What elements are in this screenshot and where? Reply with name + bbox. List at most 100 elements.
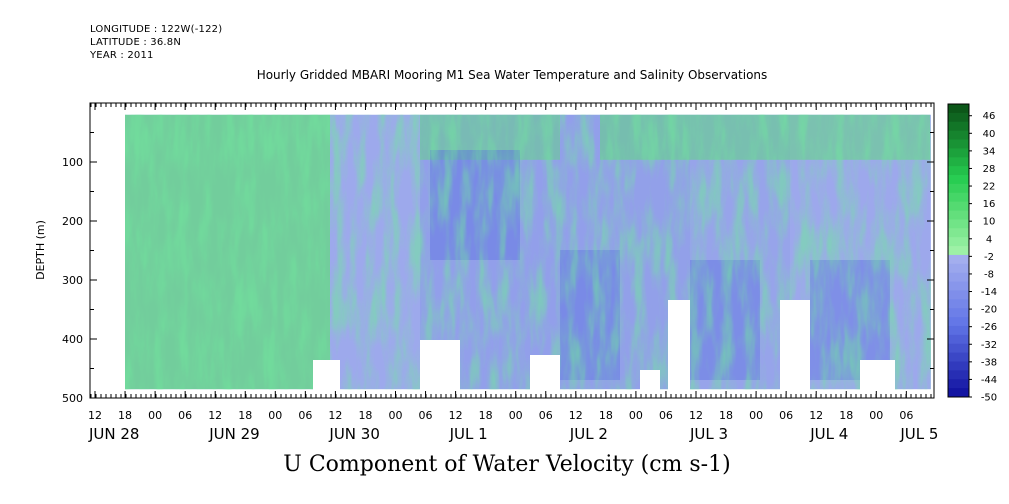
x-tick-label: 18 <box>479 409 493 422</box>
colorbar-label: 4 <box>986 234 992 245</box>
colorbar-segment <box>948 263 969 274</box>
colorbar-segment <box>948 121 969 132</box>
colorbar-segment <box>948 157 969 167</box>
x-tick-labels: 12 18 00 06 12 18 00 06 12 18 00 06 12 18 00 06 12 18 00 06… <box>88 409 913 422</box>
x-date-label: JUN 28 <box>88 425 139 443</box>
x-tick-label: 12 <box>208 409 222 422</box>
x-date-label: JUL 1 <box>449 425 488 443</box>
y-tick-label: 400 <box>62 333 83 346</box>
colorbar-segment <box>948 379 969 389</box>
y-tick-label: 100 <box>62 156 83 169</box>
colorbar-segment <box>948 352 969 362</box>
colorbar-label: 40 <box>983 129 996 140</box>
colorbar-segment <box>948 388 969 398</box>
colorbar-segment <box>948 281 969 291</box>
x-tick-label: 00 <box>869 409 883 422</box>
x-tick-label: 06 <box>779 409 793 422</box>
colorbar-segment <box>948 272 969 283</box>
x-tick-label: 12 <box>569 409 583 422</box>
x-tick-label: 00 <box>749 409 763 422</box>
colorbar-segment <box>948 219 969 229</box>
colorbar-label: -50 <box>981 393 997 404</box>
colorbar-label: 16 <box>983 199 996 210</box>
heatmap-texture <box>125 114 931 390</box>
variable-label: U Component of Water Velocity (cm s-1) <box>283 452 731 477</box>
x-tick-label: 00 <box>509 409 523 422</box>
missing-gap-2 <box>530 355 560 391</box>
x-tick-label: 18 <box>839 409 853 422</box>
colorbar-label: -32 <box>981 340 997 351</box>
x-tick-label: 18 <box>118 409 132 422</box>
missing-data-layer <box>313 300 895 391</box>
x-tick-label: 06 <box>298 409 312 422</box>
x-tick-label: 18 <box>238 409 252 422</box>
colorbar-label: -14 <box>981 287 997 298</box>
missing-gap-4 <box>668 300 690 391</box>
colorbar: 46 40 34 28 22 16 10 4 -2 -8 -14 -20 -26 -32 -38 -44 -50 <box>947 103 997 404</box>
colorbar-label: -38 <box>981 357 997 368</box>
year-label: YEAR : 2011 <box>90 50 154 61</box>
colorbar-segment <box>948 166 969 176</box>
longitude-label: LONGITUDE : 122W(-122) <box>90 24 223 35</box>
colorbar-segment <box>948 343 969 354</box>
heat-layer <box>125 114 931 390</box>
colorbar-segment <box>948 325 969 336</box>
x-date-label: JUN 29 <box>208 425 259 443</box>
x-tick-label: 00 <box>389 409 403 422</box>
x-date-labels: JUN 28 JUN 29 JUN 30 JUL 1 JUL 2 JUL 3 JUL 4 JU… <box>88 425 938 443</box>
colorbar-segment <box>948 210 969 220</box>
colorbar-label: 10 <box>983 217 996 228</box>
colorbar-label: -8 <box>984 269 994 280</box>
colorbar-segment <box>948 254 969 265</box>
x-tick-label: 18 <box>358 409 372 422</box>
y-tick-label: 300 <box>62 274 83 287</box>
x-date-label: JUL 5 <box>899 425 938 443</box>
x-tick-label: 06 <box>659 409 673 422</box>
x-tick-label: 06 <box>899 409 913 422</box>
colorbar-segment <box>948 112 969 123</box>
colorbar-segment <box>948 370 969 380</box>
x-date-label: JUL 3 <box>689 425 728 443</box>
axis-layer <box>90 102 934 399</box>
colorbar-segment <box>948 334 969 345</box>
x-tick-label: 06 <box>178 409 192 422</box>
colorbar-segment <box>948 317 969 327</box>
colorbar-segment <box>948 183 969 194</box>
colorbar-segment <box>948 148 969 158</box>
x-tick-label: 12 <box>689 409 703 422</box>
y-tick-labels: 100 200 300 400 500 <box>62 156 83 405</box>
x-tick-label: 12 <box>88 409 102 422</box>
y-tick-label: 500 <box>62 392 83 405</box>
colorbar-label: -20 <box>981 305 997 316</box>
x-tick-label: 06 <box>539 409 553 422</box>
colorbar-label: -26 <box>981 322 997 333</box>
colorbar-frame <box>947 103 970 398</box>
y-tick-label: 200 <box>62 215 83 228</box>
colorbar-segment <box>948 201 969 212</box>
colorbar-segment <box>948 228 969 238</box>
colorbar-label: 34 <box>983 146 996 157</box>
x-date-label: JUL 4 <box>809 425 848 443</box>
colorbar-label: 28 <box>983 164 996 175</box>
colorbar-label: 22 <box>983 182 996 193</box>
colorbar-segment <box>948 361 969 371</box>
missing-gap-0 <box>313 360 340 391</box>
x-tick-label: 12 <box>809 409 823 422</box>
colorbar-segment <box>948 237 969 247</box>
x-tick-label: 06 <box>419 409 433 422</box>
missing-gap-3 <box>640 370 660 391</box>
colorbar-segment <box>948 246 969 256</box>
missing-gap-1 <box>420 340 460 391</box>
x-tick-label: 12 <box>328 409 342 422</box>
x-date-label: JUL 2 <box>569 425 608 443</box>
x-tick-label: 00 <box>629 409 643 422</box>
x-date-label: JUN 30 <box>328 425 379 443</box>
y-axis-label: DEPTH (m) <box>34 220 47 280</box>
colorbar-label: -2 <box>984 252 994 263</box>
colorbar-segment <box>948 175 969 185</box>
missing-gap-5 <box>780 300 810 391</box>
chart-title: Hourly Gridded MBARI Mooring M1 Sea Wate… <box>256 68 768 82</box>
x-tick-label: 00 <box>268 409 282 422</box>
colorbar-segment <box>948 130 969 141</box>
